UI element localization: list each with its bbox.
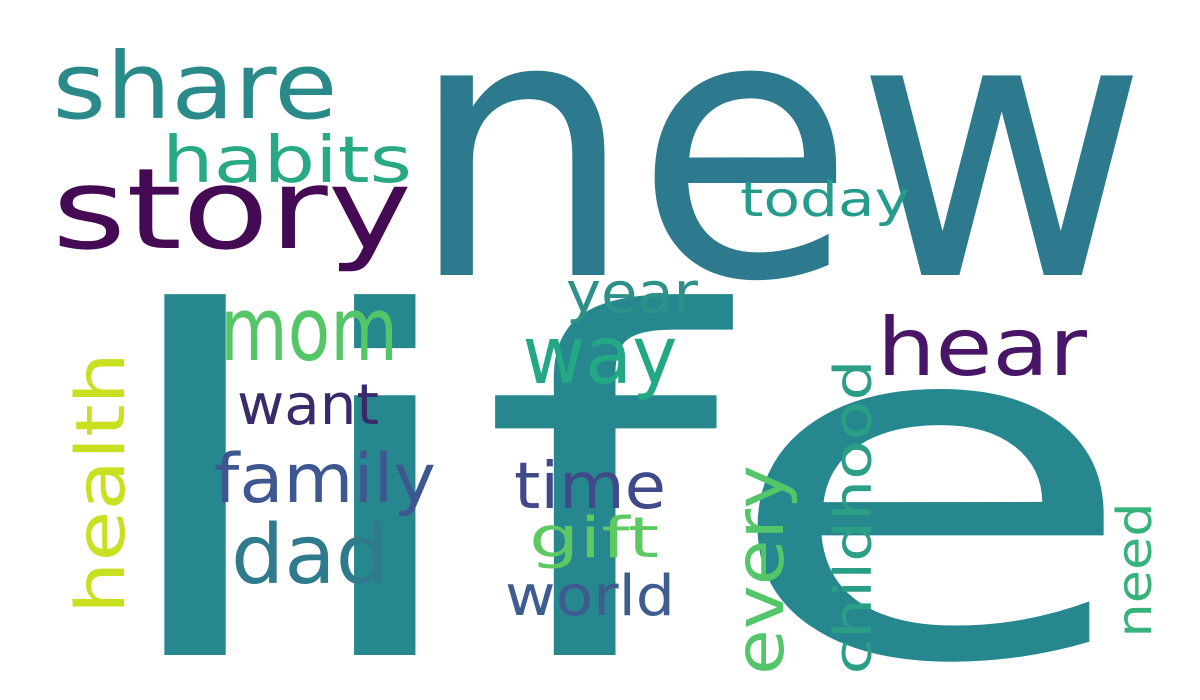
word-childhood: childhood [824,360,884,675]
word-dad: dad [231,508,389,603]
word-family: family [214,440,436,519]
word-world: world [505,564,675,629]
word-habits: habits [162,124,412,198]
word-new: new [408,0,1148,362]
word-way: way [523,309,678,402]
word-time: time [514,450,666,524]
word-every: every [721,465,800,675]
word-story: story [52,145,412,275]
word-health: health [62,352,141,614]
word-share: share [53,33,338,140]
word-life: life [100,215,1140,700]
word-need: need [1107,503,1163,638]
word-hear: hear [877,301,1087,394]
word-gift: gift [529,506,659,571]
word-want: want [237,373,379,438]
word-today: today [740,172,910,228]
word-year: year [566,261,699,326]
word-mom: mom [220,278,398,381]
